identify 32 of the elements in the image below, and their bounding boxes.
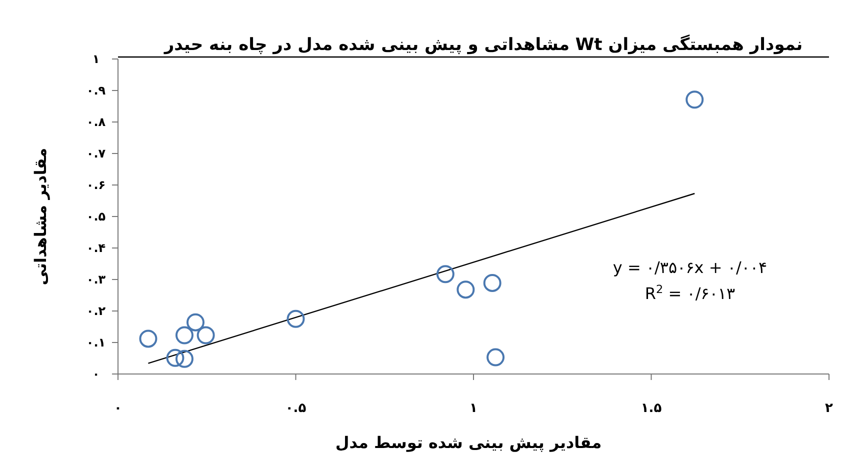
y-tick-label: ۰.۵ [86,210,106,224]
point [175,350,194,368]
point [196,326,215,344]
point [456,280,475,299]
x-tick-label: ۱.۵ [640,401,662,416]
point [686,90,704,109]
y-tick-label: ۰.۳ [86,272,106,286]
point [286,310,305,328]
x-tick-label: ۲ [825,401,834,416]
y-tick-label: ۰.۲ [86,304,106,318]
y-tick-label: ۰.۹ [86,84,106,98]
point [486,348,505,366]
point [175,326,194,344]
x-tick-label: ۰ [114,401,122,416]
point [139,330,158,348]
point [186,313,204,332]
point [166,348,184,367]
y-tick-label: ۱ [92,52,100,66]
y-tick-label: ۰.۱ [86,336,106,350]
chart-title: نمودار همبستگی میزان Wt مشاهداتی و پیش بینی شده مدل در چاه بنه حیدر [163,34,803,55]
y-tick-label: ۰.۶ [86,178,106,192]
point [436,265,454,284]
x-tick-label: ۰.۵ [285,401,306,416]
point [483,274,502,292]
annotation: y = ۰/۳۵۰۶x + ۰/۰۰۴ [612,258,768,277]
y-tick-label: ۰ [92,367,100,381]
y-tick-label: ۰.۷ [86,146,106,160]
x-axis-title: مقادیر پیش بینی شده توسط مدل [335,433,602,452]
y-axis-title: مقادیر مشاهداتی [31,148,50,286]
y-tick-label: ۰.۴ [86,241,106,255]
y-tick-label: ۰.۸ [86,115,106,129]
x-tick-label: ۱ [470,401,478,416]
